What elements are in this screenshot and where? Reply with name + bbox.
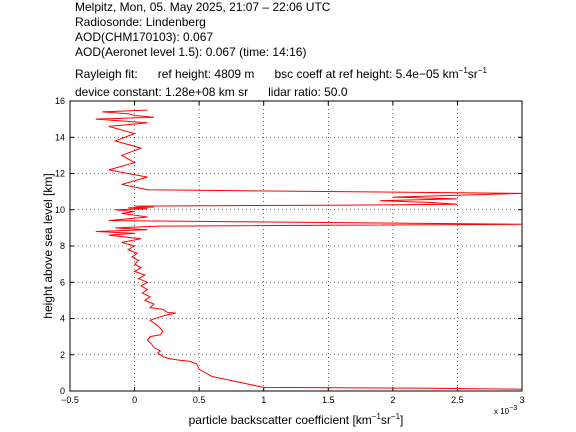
y-tick-label: 12 bbox=[55, 169, 65, 179]
y-tick-label: 16 bbox=[55, 96, 65, 106]
backscatter-profile-line bbox=[95, 109, 523, 390]
y-tick-label: 10 bbox=[55, 205, 65, 215]
header-line-rayleigh-fit: Rayleigh fit: ref height: 4809 m bsc coeff… bbox=[75, 67, 487, 82]
y-tick-label: 6 bbox=[60, 277, 65, 287]
bsc-coeff-prefix: bsc coeff at ref height: 5.4e−05 km bbox=[274, 67, 459, 81]
x-axis-label: particle backscatter coefficient [km−1sr… bbox=[189, 412, 404, 427]
y-tick-label: 14 bbox=[55, 132, 65, 142]
x-tick-label: 2.5 bbox=[451, 395, 464, 405]
x-axis-scale-factor: x 10−3 bbox=[494, 405, 517, 416]
header-line-device: device constant: 1.28e+08 km sr lidar rat… bbox=[75, 85, 348, 100]
x-tick-label: 3 bbox=[519, 395, 524, 405]
x-tick-label: 0 bbox=[132, 395, 137, 405]
header-line-location-time: Melpitz, Mon, 05. May 2025, 21:07 – 22:0… bbox=[75, 0, 331, 14]
x-axis-label-prefix: particle backscatter coefficient [km bbox=[189, 413, 372, 427]
rayleigh-fit-label: Rayleigh fit: bbox=[75, 67, 138, 81]
y-tick-label: 0 bbox=[60, 386, 65, 396]
header-line-radiosonde: Radiosonde: Lindenberg bbox=[75, 15, 206, 29]
x-tick-label: 1 bbox=[261, 395, 266, 405]
ref-height-text: ref height: 4809 m bbox=[157, 67, 255, 81]
device-constant-text: device constant: 1.28e+08 km sr bbox=[75, 85, 249, 99]
y-tick-label: 2 bbox=[60, 350, 65, 360]
y-tick-labels: 0 2 4 6 8 10 12 14 16 bbox=[55, 96, 65, 396]
header-line-aod-chm: AOD(CHM170103): 0.067 bbox=[75, 30, 214, 44]
x-scale-base: x 10 bbox=[494, 407, 510, 416]
y-axis-label: height above sea level [km] bbox=[41, 173, 55, 318]
bsc-coeff-exp2: −1 bbox=[477, 66, 487, 75]
bsc-coeff-text: bsc coeff at ref height: 5.4e−05 km−1sr−… bbox=[274, 66, 487, 82]
x-tick-labels: −0.5 0 0.5 1 1.5 2 2.5 3 bbox=[61, 395, 524, 405]
header-line-aod-aeronet: AOD(Aeronet level 1.5): 0.067 (time: 14:… bbox=[75, 45, 307, 59]
x-tick-label: −0.5 bbox=[61, 395, 79, 405]
x-axis-label-exp1: −1 bbox=[372, 412, 382, 421]
x-scale-exp: −3 bbox=[509, 405, 517, 412]
x-tick-label: 1.5 bbox=[322, 395, 335, 405]
y-tick-label: 4 bbox=[60, 314, 65, 324]
y-tick-label: 8 bbox=[60, 241, 65, 251]
x-axis-label-suffix: ] bbox=[400, 413, 403, 427]
bsc-coeff-exp1: −1 bbox=[458, 66, 468, 75]
x-axis-label-mid: sr bbox=[381, 413, 391, 427]
x-tick-label: 2 bbox=[390, 395, 395, 405]
lidar-ratio-text: lidar ratio: 50.0 bbox=[268, 85, 348, 99]
bsc-coeff-mid: sr bbox=[467, 67, 478, 81]
grid-lines bbox=[70, 101, 522, 391]
x-tick-label: 0.5 bbox=[193, 395, 206, 405]
x-axis-label-exp2: −1 bbox=[391, 412, 401, 421]
